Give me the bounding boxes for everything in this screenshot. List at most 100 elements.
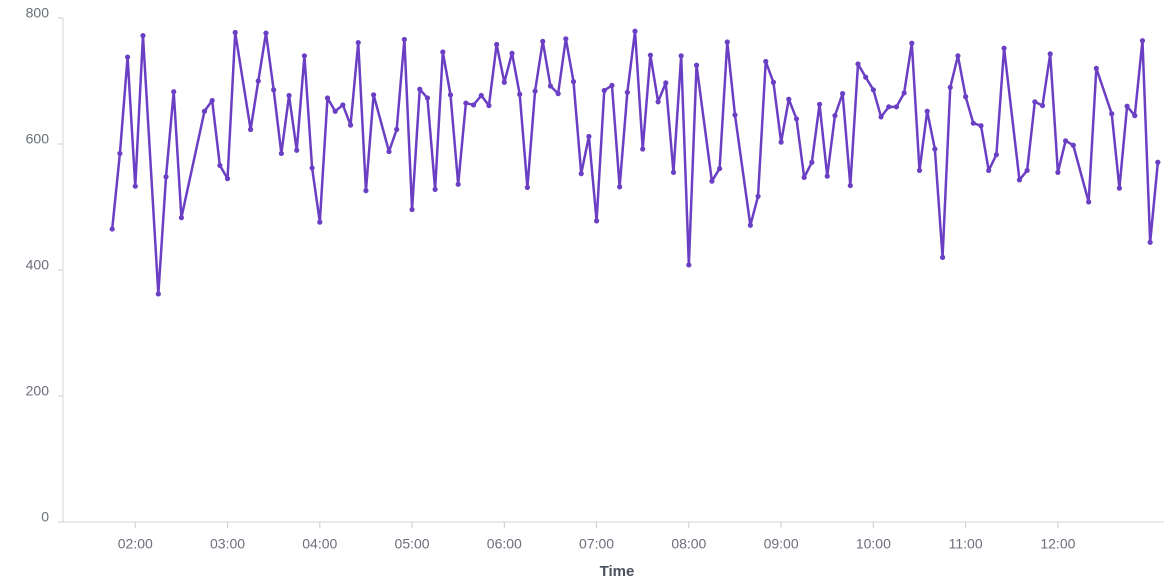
data-point [524,184,530,191]
data-point [878,114,884,120]
data-point [647,52,654,58]
data-point [901,90,907,96]
data-point [1132,113,1138,119]
data-point [317,219,323,225]
data-point [163,174,169,180]
data-point [924,108,930,114]
data-point [463,100,469,106]
data-point [709,178,715,184]
data-point [1155,159,1161,165]
data-point [470,102,477,108]
data-point [547,83,554,89]
data-point [386,148,392,155]
data-point [224,176,231,182]
data-point [563,36,569,42]
x-tick-label: 04:00 [302,536,337,552]
data-point [171,89,177,95]
data-point [232,29,238,36]
data-point [140,33,146,39]
data-point [786,96,792,102]
data-point [440,49,446,55]
data-point [455,181,461,187]
data-point [932,146,938,152]
data-point [1032,99,1038,105]
data-point [570,79,577,85]
data-point [793,116,800,122]
data-point [363,188,369,194]
data-point [132,183,138,189]
data-point [578,171,584,177]
data-point [1001,45,1007,51]
data-point [1139,38,1146,44]
data-point [801,174,807,180]
data-point [286,92,292,99]
data-point [978,123,984,129]
data-point [870,87,876,93]
data-point [993,152,999,158]
data-point [1055,169,1061,175]
data-point [947,84,953,90]
data-point [963,94,969,100]
data-point [816,101,823,107]
data-point [347,122,354,128]
data-point [424,95,431,101]
data-point [770,79,777,85]
data-point [301,53,308,59]
data-point [724,39,730,45]
data-point [355,39,361,46]
data-point [324,95,331,101]
data-point [263,30,269,36]
x-tick-label: 09:00 [764,536,799,552]
data-point [586,133,592,140]
data-point [939,254,946,260]
data-point [686,262,692,268]
data-point [371,92,377,98]
x-tick-label: 08:00 [671,536,706,552]
data-point [540,38,546,44]
data-point [593,218,600,224]
data-point [486,102,492,109]
data-point [1116,185,1123,191]
y-tick-label: 600 [26,131,50,147]
data-point [617,184,623,190]
data-point [409,206,415,213]
data-point [893,104,900,110]
x-tick-label: 05:00 [395,536,430,552]
data-point [778,139,784,145]
data-point [1093,65,1099,71]
data-point [517,91,523,97]
data-point [417,86,423,92]
y-tick-label: 800 [26,5,50,21]
data-point [747,222,753,228]
data-point [640,146,646,152]
data-point [248,126,254,133]
data-point [824,173,830,179]
data-point [555,91,561,97]
data-point [340,102,346,108]
data-point [909,40,915,46]
data-point [178,215,185,221]
data-point [447,92,454,98]
data-point [255,78,261,84]
y-tick-label: 400 [26,257,50,273]
data-point [1147,239,1153,245]
data-line [110,29,1160,296]
data-point [294,147,300,153]
data-point [109,226,115,232]
data-point [678,53,684,59]
data-point [217,162,223,169]
data-point [832,113,838,119]
x-tick-label: 07:00 [579,536,614,552]
data-point [1024,167,1030,174]
data-point [1086,199,1092,205]
x-tick-label: 03:00 [210,536,245,552]
y-tick-label: 200 [26,383,50,399]
data-point [432,186,438,192]
x-axis-title: Time [600,563,635,580]
data-point [809,159,815,165]
y-tick-label: 0 [41,509,49,525]
data-point [124,54,131,60]
data-point [886,104,892,110]
